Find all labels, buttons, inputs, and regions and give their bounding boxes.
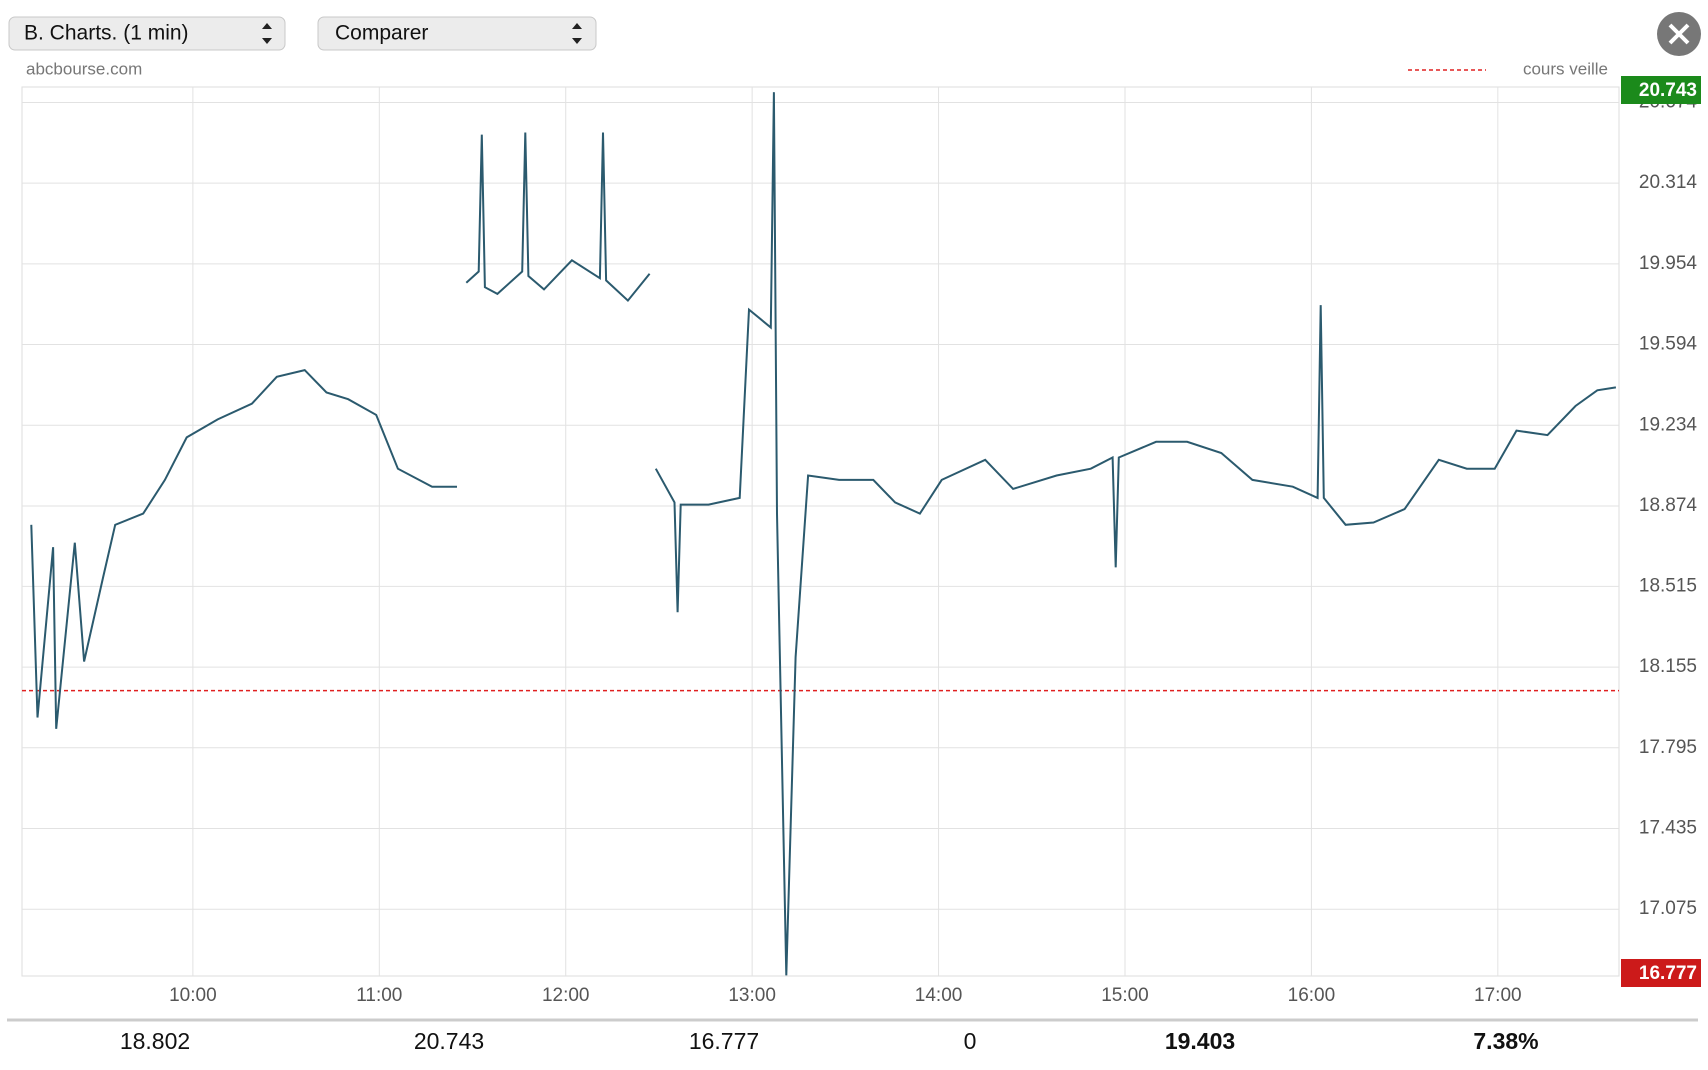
y-tick-label: 18.874 xyxy=(1639,495,1698,516)
x-tick-label: 17:00 xyxy=(1474,985,1522,1006)
y-tick-label: 18.155 xyxy=(1639,656,1697,677)
period-select-label: B. Charts. (1 min) xyxy=(24,22,189,45)
x-tick-label: 15:00 xyxy=(1101,985,1149,1006)
x-tick-label: 12:00 xyxy=(542,985,590,1006)
close-button[interactable] xyxy=(1657,12,1701,56)
stat-value: 18.802 xyxy=(120,1028,190,1054)
price-badge xyxy=(1621,959,1701,987)
stat-value: 0 xyxy=(964,1028,977,1054)
stats: 18.802 20.743 16.777 0 19.403 7.38% xyxy=(120,1028,1539,1054)
x-tick-label: 10:00 xyxy=(169,985,217,1006)
y-tick-label: 20.314 xyxy=(1639,172,1698,193)
y-tick-label: 17.435 xyxy=(1639,818,1697,839)
stat-value: 16.777 xyxy=(689,1028,759,1054)
price-badge-label: 16.777 xyxy=(1639,963,1697,984)
x-tick-label: 13:00 xyxy=(728,985,776,1006)
stat-value: 7.38% xyxy=(1473,1028,1538,1054)
y-tick-label: 19.234 xyxy=(1639,414,1698,435)
plot-frame xyxy=(21,86,1620,977)
y-tick-label: 19.954 xyxy=(1639,253,1698,274)
select-arrows xyxy=(262,23,272,44)
period-select[interactable] xyxy=(8,16,286,51)
select-arrows xyxy=(572,23,582,44)
stat-value: 19.403 xyxy=(1165,1028,1235,1054)
compare-select[interactable] xyxy=(317,16,597,51)
compare-select-label: Comparer xyxy=(335,22,428,45)
source: abcbourse.com xyxy=(26,59,142,78)
price-badge-label: 20.743 xyxy=(1639,80,1697,101)
x-tick-label: 16:00 xyxy=(1288,985,1336,1006)
price-line xyxy=(30,92,1617,976)
y-tick-label: 18.515 xyxy=(1639,575,1697,596)
price-badge xyxy=(1621,76,1701,104)
x-tick-label: 11:00 xyxy=(356,985,402,1006)
legend-label: cours veille xyxy=(1523,59,1608,78)
y-tick-label: 17.795 xyxy=(1639,737,1697,758)
stat-value: 20.743 xyxy=(414,1028,484,1054)
y-tick-label: 17.075 xyxy=(1639,898,1697,919)
x-tick-label: 14:00 xyxy=(915,985,963,1006)
y-tick-label: 19.594 xyxy=(1639,334,1698,355)
